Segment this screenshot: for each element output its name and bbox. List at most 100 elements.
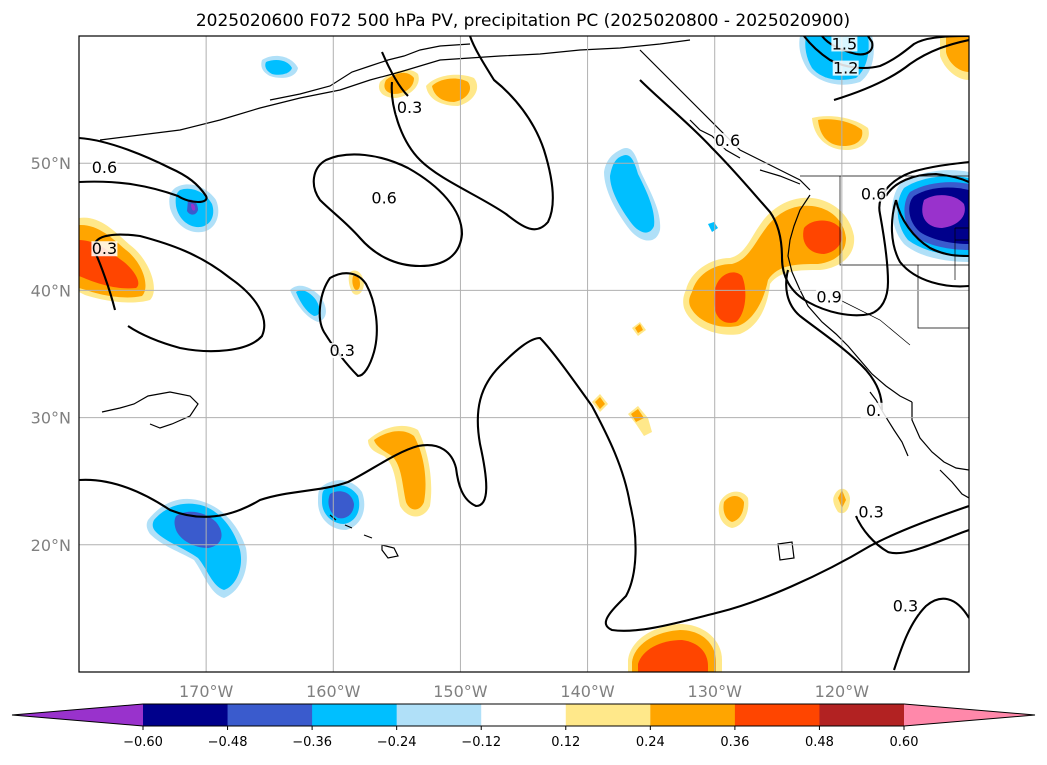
pv-contour-label-bg (858, 504, 885, 520)
colorbar-tick-label: −0.12 (461, 735, 501, 750)
lon-tick-label: 170°W (179, 682, 234, 701)
precip-blob (714, 272, 746, 323)
border-states-1 (839, 176, 969, 266)
precip-blob (922, 195, 965, 228)
pv-contour (893, 597, 969, 671)
precip-blob (708, 222, 718, 232)
colorbar-tick-label: −0.36 (292, 735, 332, 750)
pv-contour (318, 272, 378, 378)
precip-blob (638, 640, 708, 672)
pv-contour-label: 0.6 (861, 185, 886, 204)
pv-contour-label: 0.6 (371, 188, 396, 207)
pv-contour-label: 0.9 (816, 288, 841, 307)
colorbar-segment (734, 704, 820, 726)
colorbar-segment (481, 704, 567, 726)
precip-blob (818, 119, 863, 146)
pv-contour (79, 136, 208, 204)
map-frame (78, 35, 970, 673)
colorbar-tick-label: 0.24 (636, 735, 665, 750)
lon-tick-label: 130°W (688, 682, 743, 701)
precip-blob (296, 290, 320, 316)
pv-contour-label-bg (860, 186, 887, 202)
colorbar-segment (227, 704, 313, 726)
colorbar-tick-label: 0.48 (805, 735, 834, 750)
colorbar-segment (396, 704, 482, 726)
chart-title: 2025020600 F072 500 hPa PV, precipitatio… (196, 11, 850, 31)
pv-contour-label: 0.3 (893, 597, 918, 616)
lat-tick-label: 30°N (31, 409, 71, 428)
precip-blob (374, 431, 426, 510)
pv-contour-label-bg (831, 36, 858, 52)
pv-contour (390, 36, 554, 231)
lon-tick-label: 120°W (815, 682, 870, 701)
pv-contours (79, 36, 969, 671)
coastline-baja-west (869, 391, 909, 457)
pv-contour-label-bg (91, 159, 118, 175)
pv-contour-label-bg (329, 343, 356, 358)
colorbar-tick-label: −0.24 (377, 735, 417, 750)
pv-contour-label: 0.6 (715, 131, 740, 150)
precip-blob (723, 496, 744, 522)
island-30n (101, 391, 199, 429)
pv-contour-label-bg (371, 190, 398, 206)
lon-tick-label: 150°W (433, 682, 488, 701)
precip-blob (635, 324, 643, 333)
lon-tick-label: 160°W (306, 682, 361, 701)
border-states-3 (839, 299, 911, 346)
colorbar-tick-label: 0.12 (551, 735, 580, 750)
precip-blob (265, 60, 292, 75)
coastline-alaska-south (269, 43, 471, 101)
colorbar-extend-high (904, 704, 1035, 726)
precip-blob (610, 154, 655, 233)
colorbar-segment (650, 704, 736, 726)
pv-contour-label: 1.5 (832, 34, 857, 53)
latitude-tick-labels: 50°N 40°N 30°N 20°N (31, 154, 71, 555)
pv-contour (381, 51, 409, 97)
colorbar-segment (565, 704, 651, 726)
political-borders (800, 175, 969, 346)
colorbar: −0.60 −0.48 −0.36 −0.24 −0.12 0.12 0.24 0.36 0.4… (11, 703, 1036, 750)
colorbar-tick-label: 0.36 (720, 735, 749, 750)
colorbar-segment (312, 704, 398, 726)
coastline-west-us (787, 194, 913, 403)
pv-contour (833, 38, 969, 102)
longitude-tick-labels: 170°W 160°W 150°W 140°W 130°W 120°W (179, 682, 869, 701)
pv-contour (885, 172, 969, 197)
pv-contour-label: 0.3 (329, 341, 354, 360)
coastlines (99, 39, 969, 561)
pv-contour-label: 0.3 (397, 98, 422, 117)
map-area: 1.51.20.30.60.60.6 0.60.30.90.30.60.0.30.… (79, 34, 969, 672)
colorbar-segment (819, 704, 905, 726)
colorbar-segment (143, 704, 229, 726)
pv-contour (894, 199, 969, 258)
coastline-baja (911, 402, 969, 471)
island-21n (777, 541, 795, 561)
colorbar-tick-label: −0.60 (123, 735, 163, 750)
pv-contour-label-bg (714, 133, 741, 149)
pv-contour-label-bg (91, 241, 118, 257)
precip-blob (352, 275, 360, 291)
pv-contour-label-bg (860, 402, 887, 418)
coastline-mexico (939, 469, 969, 499)
lat-tick-label: 40°N (31, 281, 71, 300)
coastline-alaska (99, 39, 691, 141)
lat-tick-label: 20°N (31, 536, 71, 555)
precip-blob (631, 409, 644, 422)
pv-contour-label: 0.6 (92, 158, 117, 177)
pv-contour-label-bg (832, 60, 859, 76)
pv-contour-label: 0.3 (92, 239, 117, 258)
precip-blob (191, 203, 196, 211)
lon-tick-label: 140°W (560, 682, 615, 701)
pv-contour-label-bg (816, 289, 843, 305)
precip-blob (803, 220, 843, 254)
pv-contour (821, 36, 874, 56)
colorbar-tick-label: −0.48 (208, 735, 248, 750)
coastline-bc-islands (689, 119, 801, 185)
pv-contour-label: 0.3 (858, 503, 883, 522)
pv-contour-label-bg (892, 598, 919, 614)
pv-contour (890, 199, 969, 288)
border-states-2 (917, 265, 969, 329)
precip-blob (595, 397, 605, 409)
pv-contour (803, 36, 969, 70)
